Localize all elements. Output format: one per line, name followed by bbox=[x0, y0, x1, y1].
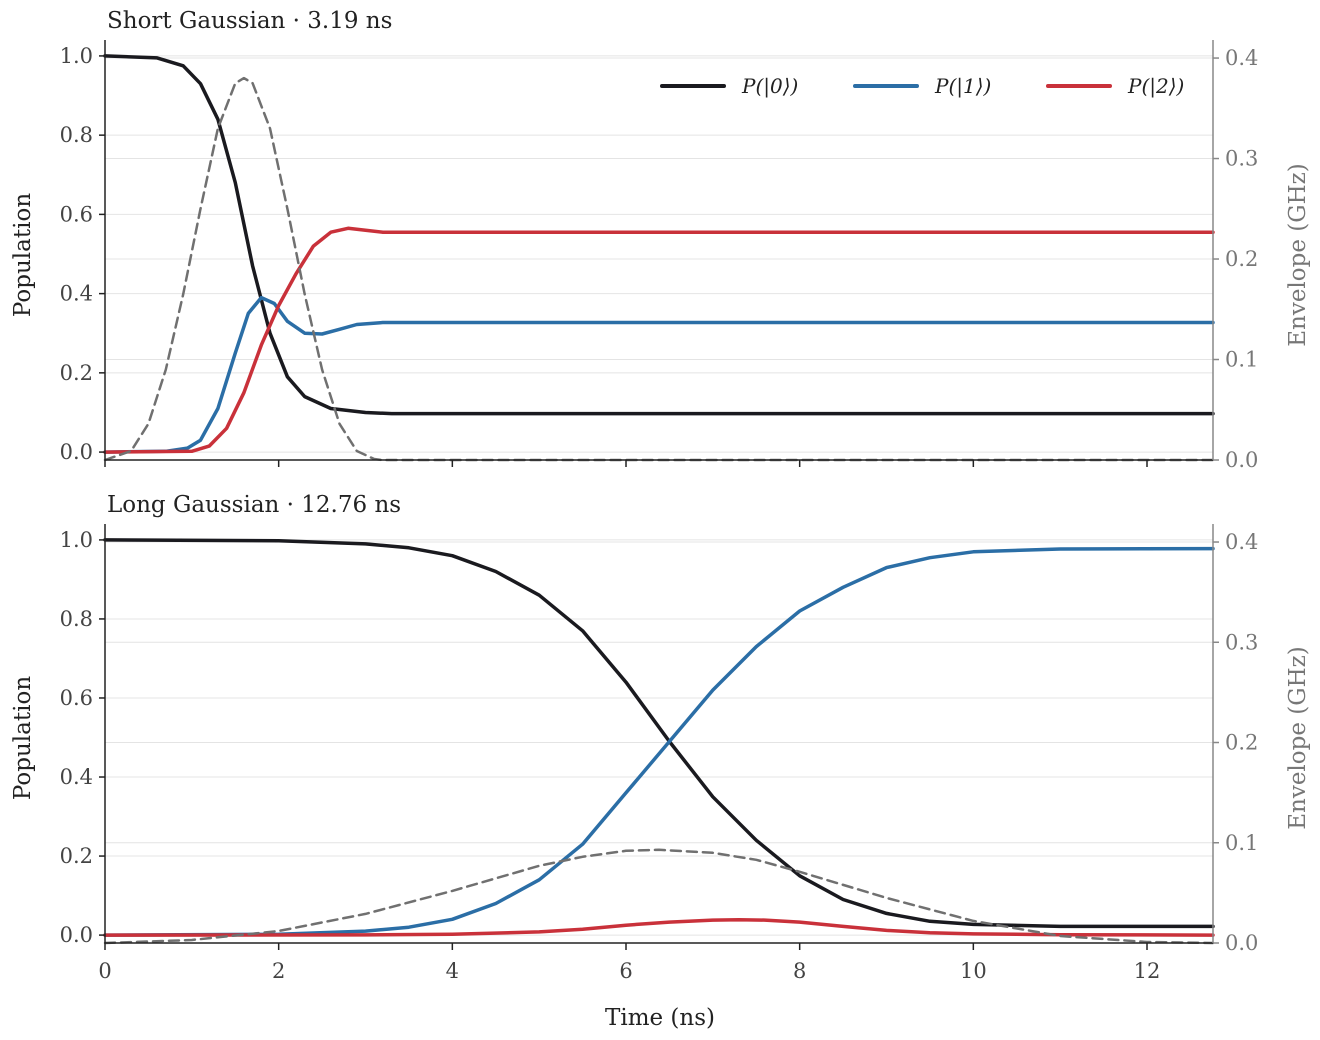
panel-title: Long Gaussian · 12.76 ns bbox=[107, 492, 401, 518]
y-tick-label: 0.6 bbox=[60, 686, 93, 710]
series-line-2 bbox=[103, 226, 1215, 454]
series-line-0 bbox=[103, 538, 1215, 929]
x-tick-label: 4 bbox=[446, 959, 459, 983]
y-tick-label: 0.4 bbox=[60, 765, 93, 789]
x-tick-label: 8 bbox=[793, 959, 806, 983]
series-line-2 bbox=[103, 917, 1215, 937]
x-tick-label: 10 bbox=[960, 959, 987, 983]
series-line-0 bbox=[103, 54, 1215, 416]
y-tick-label: 1.0 bbox=[60, 528, 93, 552]
y-tick-label: 1.0 bbox=[60, 44, 93, 68]
legend-label: P(|0⟩) bbox=[741, 74, 798, 99]
y2-tick-label: 0.2 bbox=[1225, 731, 1258, 755]
y2-tick-label: 0.0 bbox=[1225, 448, 1258, 472]
y-tick-label: 0.2 bbox=[60, 361, 93, 385]
y-tick-label: 0.4 bbox=[60, 282, 93, 306]
x-tick-label: 12 bbox=[1134, 959, 1161, 983]
y2-tick-label: 0.4 bbox=[1225, 46, 1258, 70]
envelope-line bbox=[103, 76, 1215, 462]
x-tick-label: 0 bbox=[98, 959, 111, 983]
panel-long-gaussian: Long Gaussian · 12.76 ns Population Enve… bbox=[10, 492, 1311, 1031]
y2-tick-label: 0.4 bbox=[1225, 530, 1258, 554]
y2-axis-label: Envelope (GHz) bbox=[1285, 646, 1311, 830]
y2-tick-label: 0.2 bbox=[1225, 247, 1258, 271]
y-tick-label: 0.0 bbox=[60, 923, 93, 947]
y2-tick-label: 0.1 bbox=[1225, 348, 1258, 372]
legend-label: P(|1⟩) bbox=[934, 74, 991, 99]
x-axis-label: Time (ns) bbox=[605, 1005, 715, 1031]
x-tick-label: 6 bbox=[619, 959, 632, 983]
y-tick-label: 0.6 bbox=[60, 202, 93, 226]
x-tick-label: 2 bbox=[272, 959, 285, 983]
series-line-1 bbox=[103, 295, 1215, 454]
y-tick-label: 0.8 bbox=[60, 123, 93, 147]
y-axis-label: Population bbox=[10, 193, 36, 317]
y2-tick-label: 0.1 bbox=[1225, 831, 1258, 855]
y2-tick-label: 0.0 bbox=[1225, 931, 1258, 955]
y-axis-label: Population bbox=[10, 676, 36, 800]
y2-tick-label: 0.3 bbox=[1225, 630, 1258, 654]
y-tick-label: 0.0 bbox=[60, 440, 93, 464]
y-tick-label: 0.8 bbox=[60, 607, 93, 631]
y-tick-label: 0.2 bbox=[60, 844, 93, 868]
envelope-line bbox=[103, 848, 1215, 945]
panel-title: Short Gaussian · 3.19 ns bbox=[107, 8, 392, 34]
legend-label: P(|2⟩) bbox=[1127, 74, 1184, 99]
y2-tick-label: 0.3 bbox=[1225, 147, 1258, 171]
y2-axis-label: Envelope (GHz) bbox=[1285, 163, 1311, 347]
series-line-1 bbox=[103, 546, 1215, 937]
panel-short-gaussian: Short Gaussian · 3.19 ns Population Enve… bbox=[10, 8, 1311, 472]
